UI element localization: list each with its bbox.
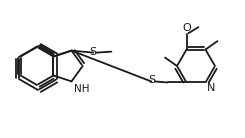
Text: O: O xyxy=(182,23,191,33)
Text: S: S xyxy=(89,47,96,57)
Text: S: S xyxy=(148,75,155,85)
Text: N: N xyxy=(207,83,215,93)
Text: NH: NH xyxy=(74,84,89,94)
